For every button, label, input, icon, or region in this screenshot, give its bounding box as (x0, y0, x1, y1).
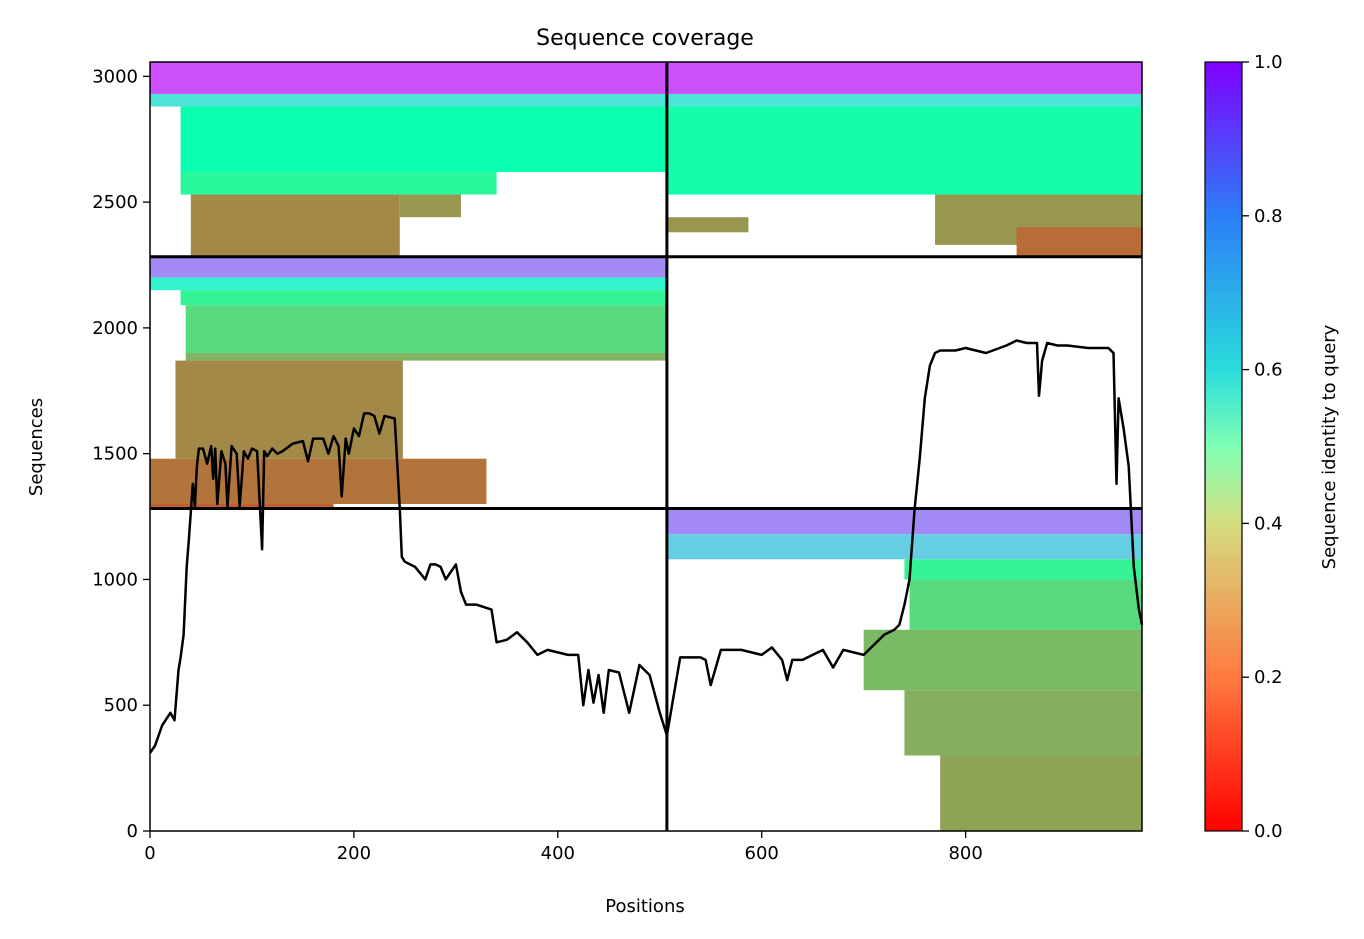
coverage-band (150, 277, 667, 291)
coverage-band (150, 62, 667, 94)
colorbar-label: Sequence identity to query (1319, 324, 1340, 569)
coverage-band (190, 194, 400, 257)
coverage-band (180, 106, 667, 172)
colorbar: 0.0 0.2 0.4 0.6 0.8 1.0 Sequence identity to … (1204, 52, 1340, 842)
coverage-band (175, 360, 403, 459)
coverage-band (180, 171, 497, 195)
plot-area: 0 200 400 600 800 0 500 1000 1500 2000 2500 3000 (92, 61, 1144, 864)
coverage-band (666, 217, 749, 233)
coverage-band (1016, 227, 1142, 257)
x-tick-label: 0 (144, 843, 155, 864)
coverage-band (150, 458, 487, 504)
coverage-block (150, 256, 667, 509)
colorbar-tick-label: 0.6 (1254, 360, 1283, 381)
coverage-band (399, 194, 461, 218)
colorbar-ticks: 0.0 0.2 0.4 0.6 0.8 1.0 (1242, 52, 1283, 842)
chart-title: Sequence coverage (536, 26, 754, 51)
coverage-band (863, 629, 1142, 691)
coverage-band (909, 579, 1142, 630)
colorbar-tick-label: 0.8 (1254, 206, 1283, 227)
coverage-band (666, 62, 1142, 94)
coverage-band (904, 690, 1142, 756)
x-tick-label: 200 (337, 843, 371, 864)
x-tick-label: 800 (948, 843, 982, 864)
y-tick-label: 0 (127, 821, 138, 842)
coverage-line (148, 339, 1144, 754)
y-tick-label: 500 (104, 695, 138, 716)
coverage-band (666, 93, 1142, 107)
colorbar-tick-label: 1.0 (1254, 52, 1283, 73)
x-tick-label: 400 (541, 843, 575, 864)
y-tick-label: 1000 (92, 569, 138, 590)
coverage-band (940, 755, 1142, 831)
x-axis-label: Positions (605, 896, 684, 917)
y-tick-label: 2000 (92, 318, 138, 339)
axes-frame (149, 61, 1143, 832)
y-axis-label: Sequences (26, 398, 47, 496)
coverage-band (666, 534, 1142, 560)
y-tick-label: 1500 (92, 444, 138, 465)
coverage-band (150, 503, 334, 509)
coverage-band (904, 559, 1142, 580)
coverage-block (666, 62, 1142, 257)
x-tick-label: 600 (745, 843, 779, 864)
colorbar-gradient (1204, 61, 1243, 832)
y-tick-label: 2500 (92, 192, 138, 213)
coverage-block (666, 508, 1142, 831)
coverage-band (666, 508, 1142, 535)
y-tick-label: 3000 (92, 66, 138, 87)
colorbar-tick-label: 0.2 (1254, 667, 1283, 688)
colorbar-tick-label: 0.4 (1254, 513, 1283, 534)
colorbar-tick-label: 0.0 (1254, 821, 1283, 842)
coverage-band (185, 305, 667, 354)
coverage-band (180, 290, 667, 306)
coverage-band (150, 93, 667, 107)
coverage-band (150, 256, 667, 278)
coverage-band (666, 106, 1142, 195)
coverage-band (185, 353, 667, 361)
coverage-block (150, 62, 667, 257)
